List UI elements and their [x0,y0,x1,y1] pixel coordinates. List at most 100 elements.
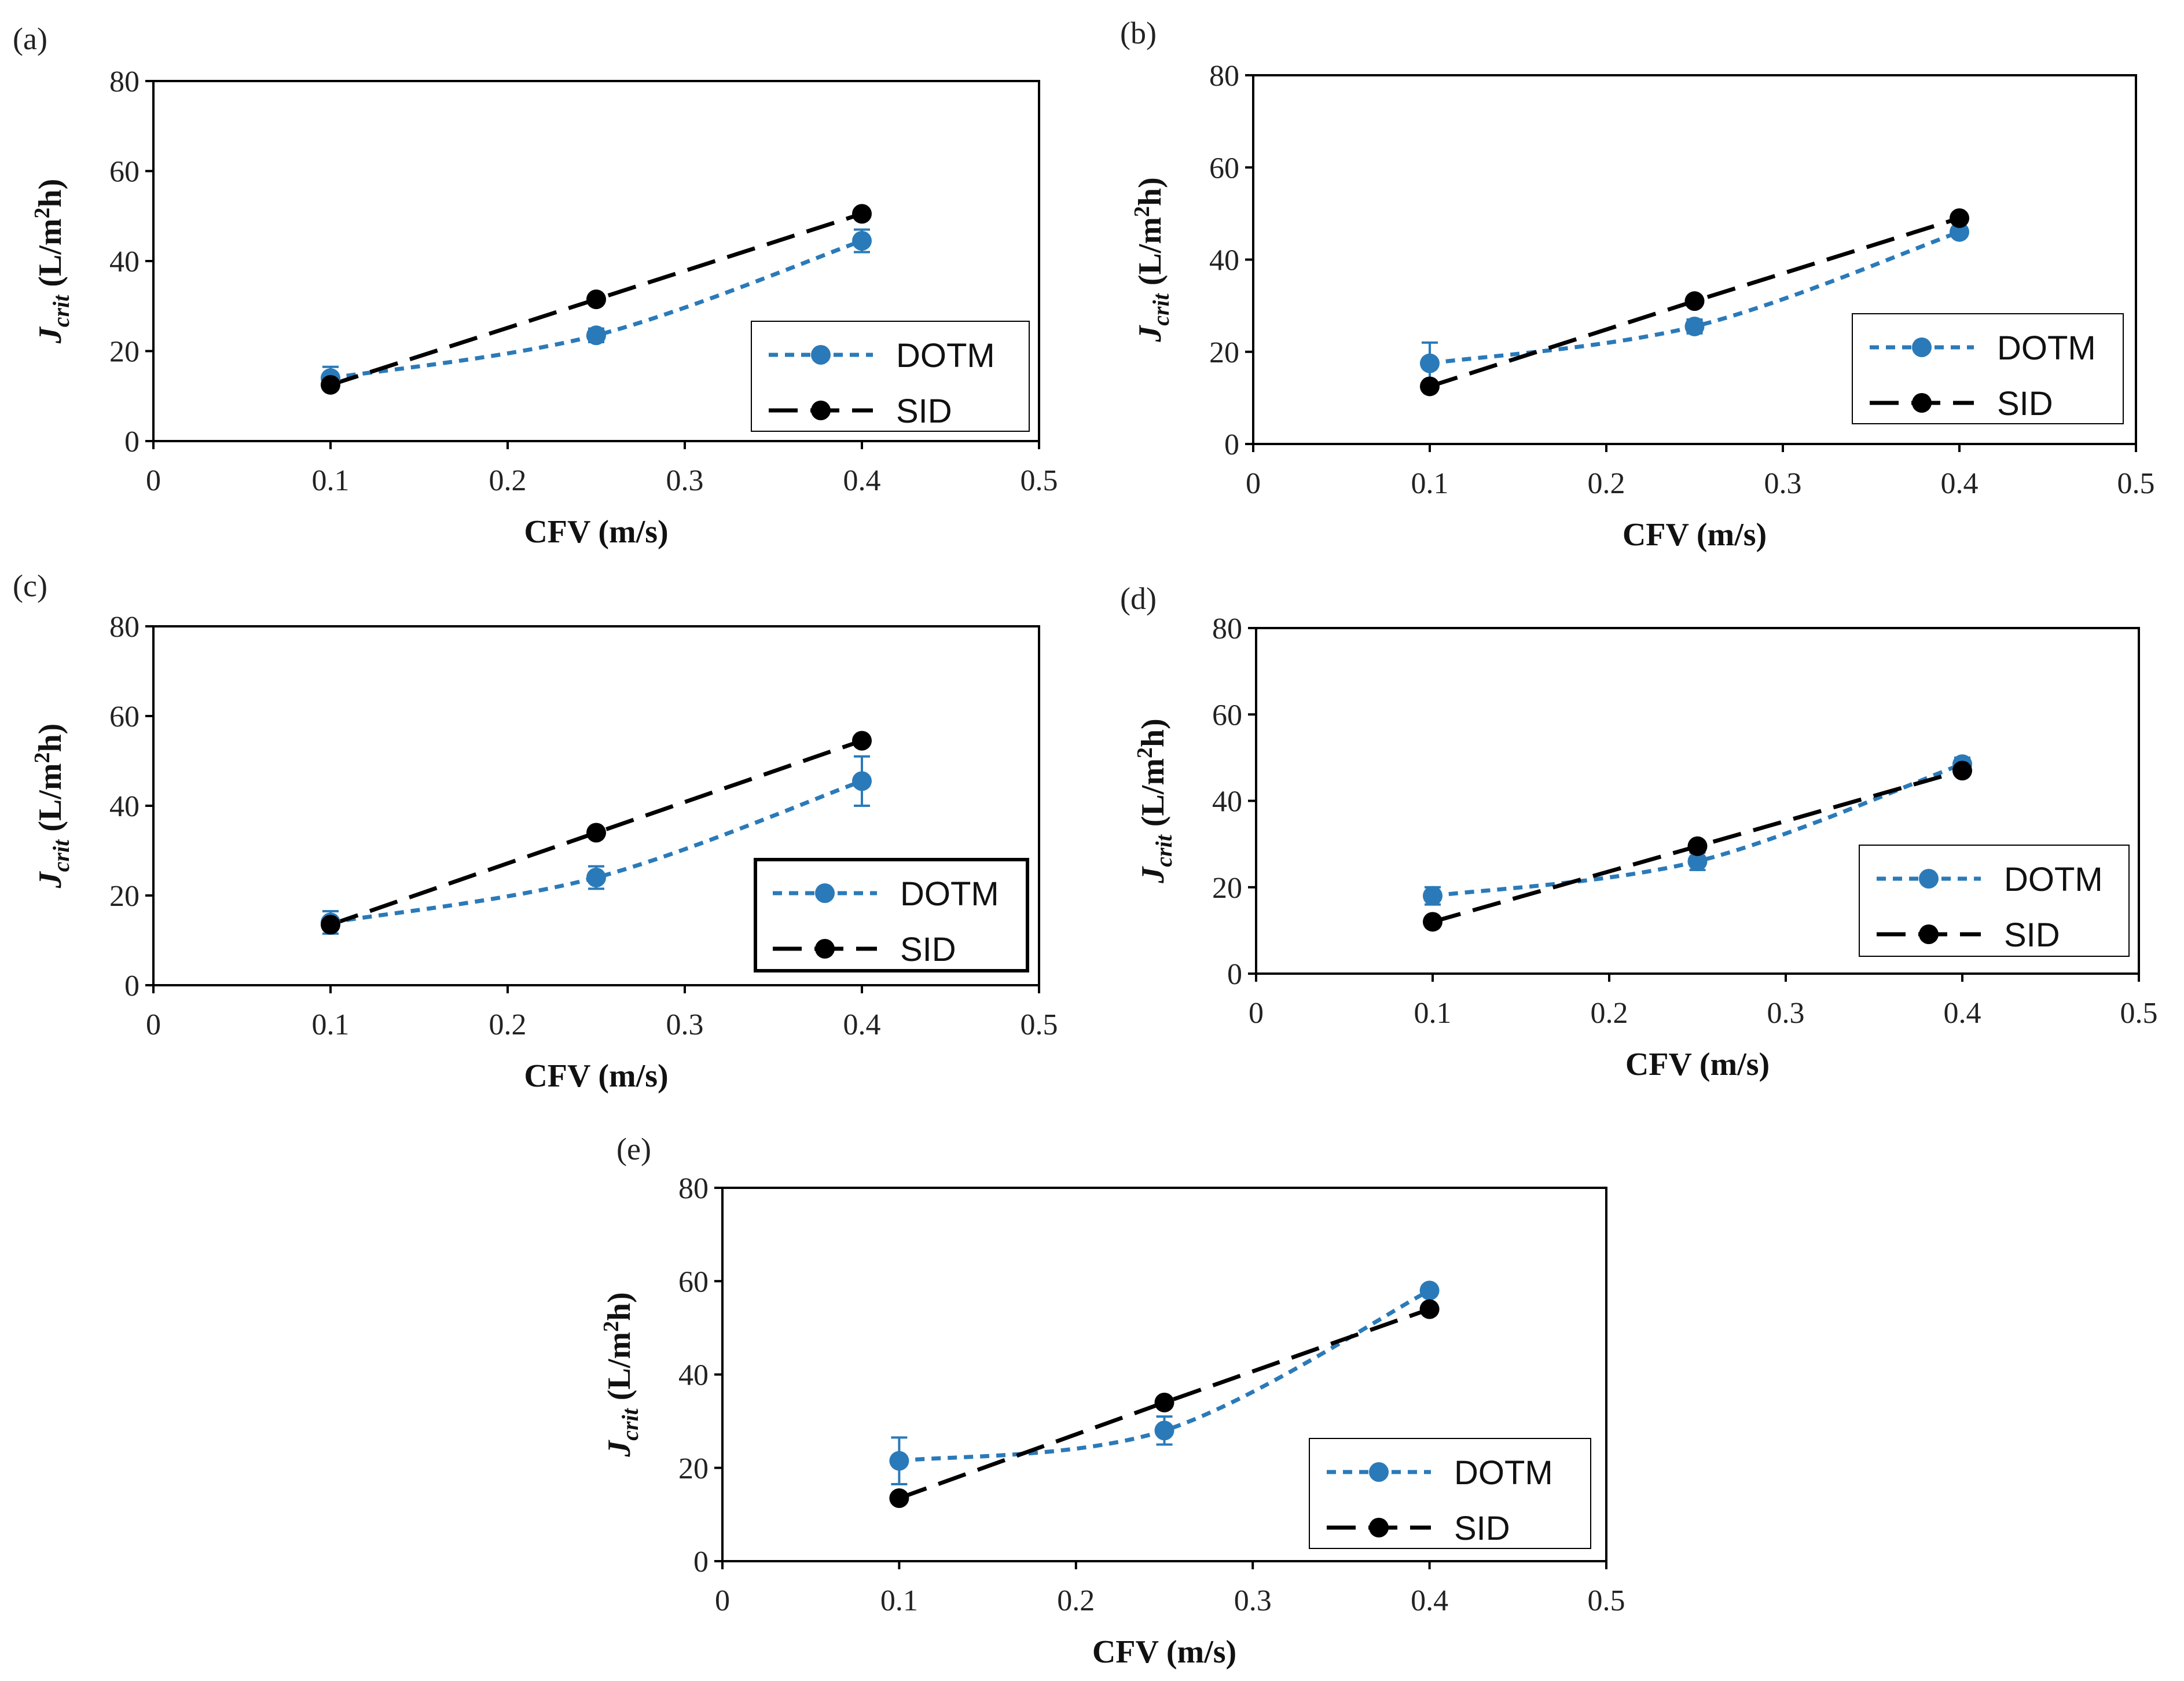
y-tick-label: 20 [678,1452,709,1485]
x-tick-label: 0.4 [843,464,881,497]
y-axis-unit-sup: 2 [1133,747,1157,758]
data-point-sid [852,204,872,224]
y-tick-label: 40 [109,790,140,823]
legend-swatch-marker [1919,924,1939,944]
legend-label: SID [2004,916,2060,954]
series-line-sid [329,212,863,387]
x-tick-label: 0.1 [880,1584,918,1617]
y-tick-label: 0 [693,1546,709,1579]
y-tick-label: 60 [678,1265,709,1298]
y-axis-title: Jcrit (L/m2h) [30,724,74,889]
x-tick-label: 0.3 [1234,1584,1272,1617]
legend-swatch-marker [1369,1462,1389,1482]
y-tick-label: 40 [1212,786,1242,819]
y-axis-unit-sup: 2 [599,1321,623,1332]
data-point-sid [1687,836,1708,856]
legend-swatch-marker [1919,869,1939,889]
data-point-dotm [889,1451,909,1471]
series-line-sid [898,1307,1430,1500]
data-point-dotm [586,868,606,887]
y-axis-subscript: crit [1151,834,1177,867]
y-axis-unit-sup: 2 [30,753,54,764]
legend-label: SID [1454,1510,1510,1547]
data-point-sid [1950,208,1969,228]
y-tick-label: 80 [109,611,140,644]
x-tick-label: 0.1 [312,464,350,497]
data-point-sid [889,1488,909,1509]
data-point-dotm [1687,851,1708,871]
y-tick-label: 60 [1212,699,1242,732]
y-tick-label: 80 [1209,60,1239,93]
legend-swatch-marker [1912,393,1932,413]
y-axis-unit: (L/m [1135,758,1171,835]
panel-label: (c) [13,568,47,603]
y-axis-unit-end: h) [32,179,68,208]
data-point-dotm [852,231,872,251]
y-tick-label: 40 [1209,244,1239,277]
x-axis-title: CFV (m/s) [1623,517,1767,553]
y-axis-unit: (L/m [32,219,68,295]
legend-swatch-marker [815,883,835,903]
y-axis-unit-end: h) [601,1292,637,1321]
legend-box [751,321,1030,432]
y-axis-unit: (L/m [32,764,68,840]
data-point-dotm [1950,222,1969,242]
data-point-sid [321,375,340,395]
x-axis-title: CFV (m/s) [524,514,668,550]
x-tick-label: 0.5 [2117,467,2155,500]
y-tick-label: 20 [109,336,140,369]
x-tick-label: 0.4 [1941,467,1979,500]
legend-box [754,858,1029,972]
x-tick-label: 0.3 [666,1008,704,1041]
legend-box [1852,313,2124,424]
chart-panel: (d) 0 20 40 60 80 0 0.1 0.2 0.3 0.4 0.5 CFV (m/s) Jcr… [1120,581,2158,1082]
y-axis-unit: (L/m [601,1332,637,1408]
panel-label: (b) [1120,16,1157,50]
y-axis-symbol: J [1132,325,1168,343]
y-tick-label: 0 [124,970,140,1003]
x-tick-label: 0 [146,464,161,497]
data-point-sid [1423,912,1442,932]
data-point-sid [1419,1299,1440,1319]
x-tick-label: 0.3 [1764,467,1802,500]
y-axis-subscript: crit [48,839,74,872]
legend-label: DOTM [1454,1454,1553,1492]
y-tick-label: 0 [124,425,140,458]
x-tick-label: 0.2 [489,464,527,497]
x-axis-title: CFV (m/s) [1625,1047,1770,1082]
y-tick-label: 80 [109,65,140,98]
legend-swatch-marker [1369,1518,1389,1537]
x-tick-label: 0.4 [1944,997,1981,1030]
y-axis-symbol: J [601,1440,637,1458]
y-tick-label: 20 [1209,336,1239,369]
y-axis-unit-end: h) [1132,177,1168,206]
legend-swatch-marker [811,345,831,365]
y-axis-symbol: J [1135,866,1171,884]
x-tick-label: 0.5 [1021,464,1058,497]
legend-label: DOTM [2004,861,2103,898]
y-axis-title: Jcrit (L/m2h) [1133,718,1177,884]
legend-label: SID [900,931,956,968]
y-axis-unit-sup: 2 [30,208,54,219]
x-tick-label: 0.2 [1057,1584,1095,1617]
y-axis-subscript: crit [617,1407,643,1440]
x-tick-label: 0.5 [2120,997,2158,1030]
x-tick-label: 0 [1246,467,1261,500]
data-point-sid [852,731,872,751]
chart-panel: (e) 0 20 40 60 80 0 0.1 0.2 0.3 0.4 0.5 CFV (m/s) Jcr… [599,1132,1625,1670]
data-point-sid [1684,291,1705,311]
legend-label: DOTM [1997,329,2096,367]
legend-swatch-marker [811,401,831,420]
y-axis-unit-sup: 2 [1130,206,1154,217]
y-tick-label: 0 [1227,958,1242,991]
data-point-dotm [1420,353,1440,373]
x-tick-label: 0 [146,1008,161,1041]
panel-label: (a) [13,21,47,56]
y-axis-subscript: crit [1148,292,1174,325]
chart-panel: (a) 0 20 40 60 80 0 0.1 0.2 0.3 0.4 0.5 CFV (m/s) Jcr… [13,21,1058,550]
panel-label: (e) [616,1132,651,1166]
y-axis-unit-end: h) [1135,718,1171,747]
x-tick-label: 0.3 [1767,997,1805,1030]
data-point-dotm [1419,1280,1440,1301]
